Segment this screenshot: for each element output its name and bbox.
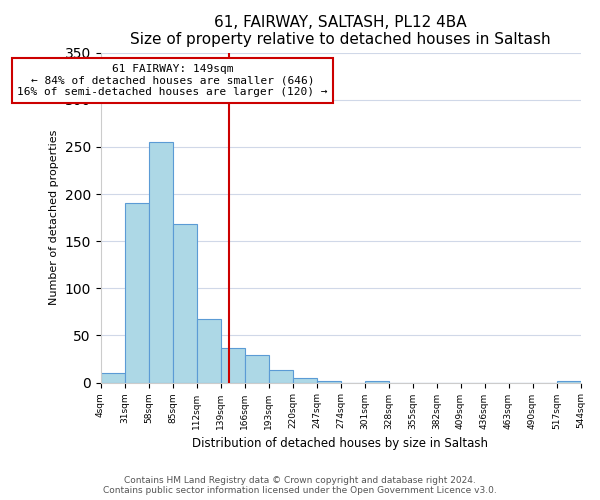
Bar <box>197 320 221 382</box>
Bar <box>101 373 125 382</box>
Bar <box>221 348 245 382</box>
Bar <box>317 380 341 382</box>
Bar <box>557 380 581 382</box>
Bar <box>245 355 269 382</box>
Bar <box>149 142 173 382</box>
Text: Contains HM Land Registry data © Crown copyright and database right 2024.
Contai: Contains HM Land Registry data © Crown c… <box>103 476 497 495</box>
X-axis label: Distribution of detached houses by size in Saltash: Distribution of detached houses by size … <box>193 437 488 450</box>
Bar <box>293 378 317 382</box>
Bar <box>173 224 197 382</box>
Bar <box>125 202 149 382</box>
Title: 61, FAIRWAY, SALTASH, PL12 4BA
Size of property relative to detached houses in S: 61, FAIRWAY, SALTASH, PL12 4BA Size of p… <box>130 15 551 48</box>
Text: 61 FAIRWAY: 149sqm
← 84% of detached houses are smaller (646)
16% of semi-detach: 61 FAIRWAY: 149sqm ← 84% of detached hou… <box>17 64 328 97</box>
Bar <box>269 370 293 382</box>
Bar <box>365 380 389 382</box>
Y-axis label: Number of detached properties: Number of detached properties <box>49 130 59 306</box>
